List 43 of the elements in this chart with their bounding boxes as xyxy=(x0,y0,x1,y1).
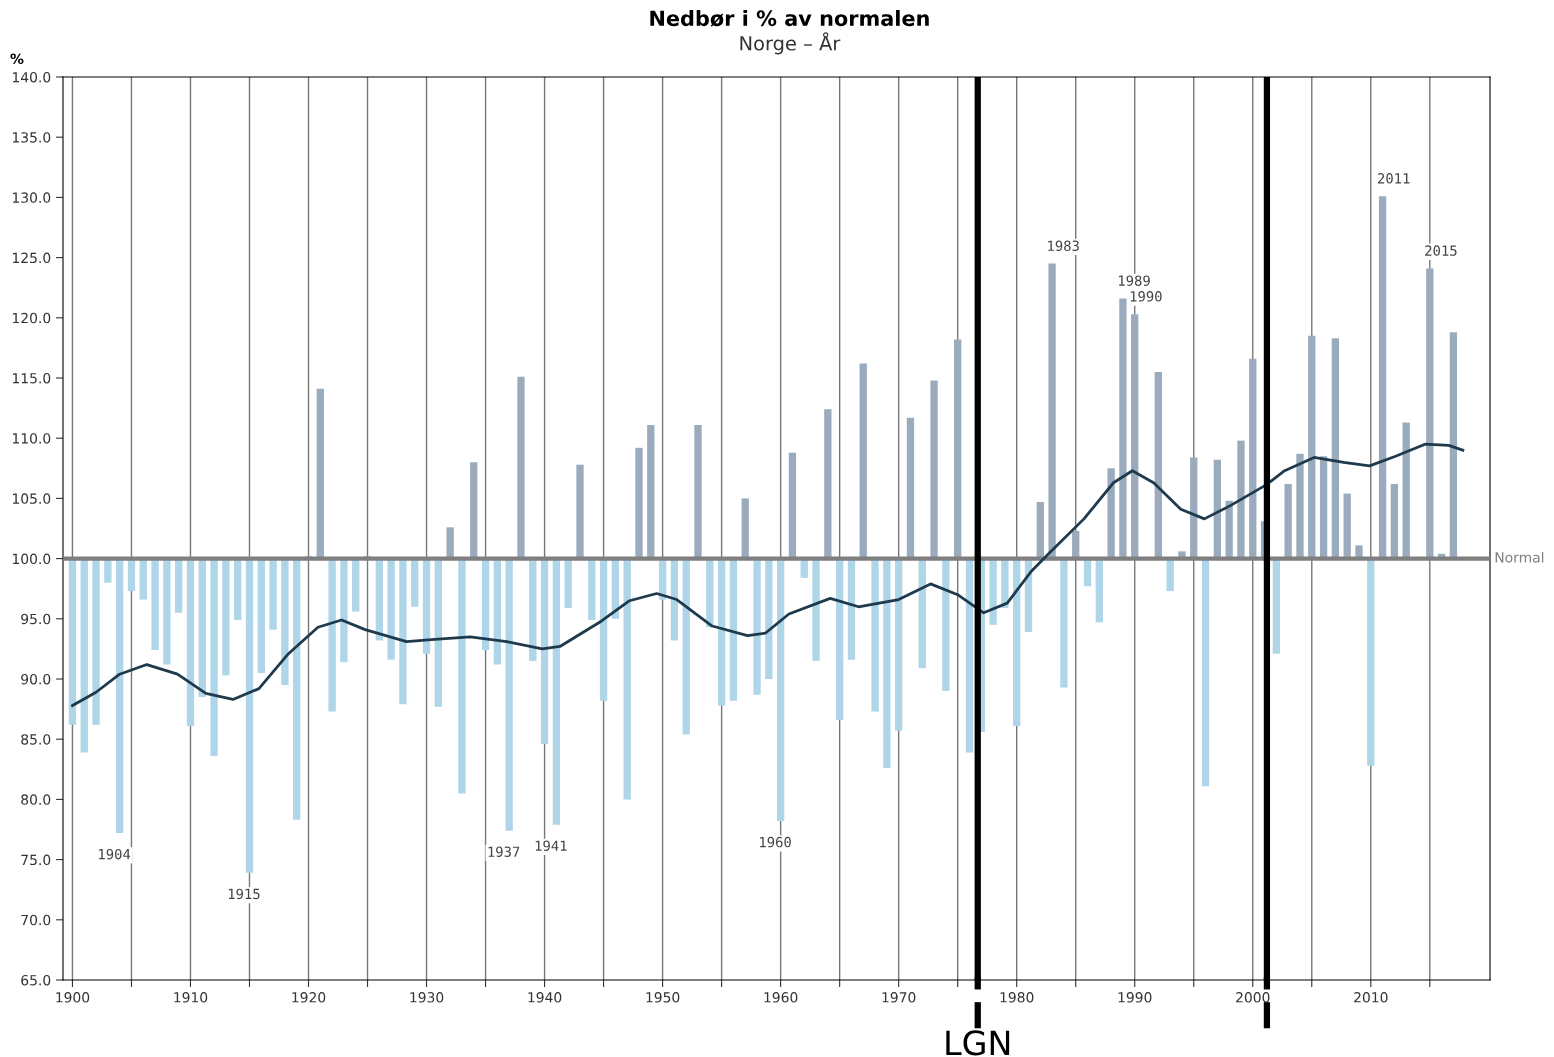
x-tick-label: 1960 xyxy=(764,992,798,1003)
y-tick-label: 70.0 xyxy=(21,914,51,926)
y-tick-label: 120.0 xyxy=(12,312,51,324)
annotation: 1960 xyxy=(760,836,791,848)
annotation: 1904 xyxy=(99,848,131,860)
y-tick-label: 65.0 xyxy=(21,974,51,986)
y-tick-label: 130.0 xyxy=(12,192,51,203)
x-tick-label: 2000 xyxy=(1236,992,1270,1003)
annotation: 2015 xyxy=(1425,245,1457,256)
y-tick-label: 75.0 xyxy=(21,854,51,866)
annotation: 1990 xyxy=(1130,291,1162,302)
y-axis-title: % xyxy=(10,53,24,65)
x-tick-label: 1900 xyxy=(56,992,90,1003)
y-tick-label: 135.0 xyxy=(12,132,51,143)
annotation: 1983 xyxy=(1048,240,1079,252)
y-tick-label: 85.0 xyxy=(21,734,51,745)
x-tick-label: 1950 xyxy=(646,992,680,1003)
ref-line-label: LGN xyxy=(946,1030,1010,1056)
annotation: 1989 xyxy=(1118,275,1150,286)
annotation: 2011 xyxy=(1378,173,1410,184)
x-tick-label: 1920 xyxy=(292,992,326,1003)
x-tick-label: 1970 xyxy=(882,992,916,1003)
y-tick-label: 100.0 xyxy=(12,553,51,565)
chart-subtitle: Norge – År xyxy=(740,32,841,55)
annotation: 1915 xyxy=(228,888,260,900)
y-tick-label: 140.0 xyxy=(12,71,51,83)
y-tick-label: 105.0 xyxy=(12,493,51,504)
x-tick-label: 1940 xyxy=(528,992,562,1003)
y-tick-label: 125.0 xyxy=(12,252,51,264)
x-tick-label: 1980 xyxy=(1000,992,1034,1003)
chart-title: Nedbør i % av normalen xyxy=(650,10,929,27)
x-tick-label: 1930 xyxy=(410,992,444,1003)
y-tick-label: 90.0 xyxy=(21,673,51,685)
x-tick-label: 2010 xyxy=(1354,992,1388,1003)
annotation: 1941 xyxy=(535,840,567,851)
y-tick-label: 80.0 xyxy=(21,794,51,805)
y-tick-label: 115.0 xyxy=(12,372,51,384)
x-tick-label: 1990 xyxy=(1118,992,1152,1003)
y-tick-label: 110.0 xyxy=(12,433,51,444)
annotation: 1937 xyxy=(488,846,520,857)
y-tick-label: 95.0 xyxy=(21,613,51,625)
ref-line-label: Normal xyxy=(1495,551,1544,563)
x-tick-label: 1910 xyxy=(174,992,208,1003)
